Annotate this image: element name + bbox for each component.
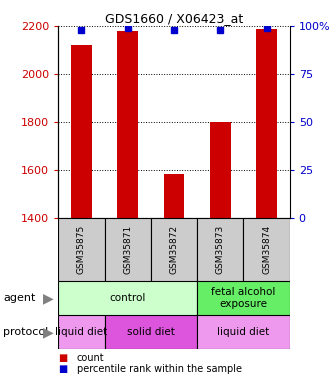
Bar bbox=[197, 315, 290, 349]
Bar bbox=[117, 31, 138, 217]
Text: control: control bbox=[110, 293, 146, 303]
Bar bbox=[243, 217, 290, 281]
Bar bbox=[58, 281, 197, 315]
Text: protocol: protocol bbox=[3, 327, 49, 337]
Bar bbox=[58, 315, 105, 349]
Bar bbox=[197, 217, 243, 281]
Text: GSM35874: GSM35874 bbox=[262, 225, 271, 274]
Text: percentile rank within the sample: percentile rank within the sample bbox=[77, 364, 241, 374]
Bar bbox=[151, 217, 197, 281]
Title: GDS1660 / X06423_at: GDS1660 / X06423_at bbox=[105, 12, 243, 25]
Text: ▶: ▶ bbox=[43, 291, 54, 305]
Text: ▶: ▶ bbox=[43, 325, 54, 339]
Bar bbox=[210, 122, 231, 218]
Text: ■: ■ bbox=[58, 364, 68, 374]
Text: GSM35875: GSM35875 bbox=[77, 225, 86, 274]
Bar bbox=[105, 217, 151, 281]
Bar bbox=[256, 28, 277, 218]
Text: ■: ■ bbox=[58, 353, 68, 363]
Bar bbox=[58, 217, 105, 281]
Bar bbox=[71, 45, 92, 218]
Text: liquid diet: liquid diet bbox=[55, 327, 108, 337]
Bar bbox=[197, 281, 290, 315]
Text: fetal alcohol
exposure: fetal alcohol exposure bbox=[211, 287, 276, 309]
Text: GSM35871: GSM35871 bbox=[123, 225, 132, 274]
Text: count: count bbox=[77, 353, 104, 363]
Text: liquid diet: liquid diet bbox=[217, 327, 269, 337]
Bar bbox=[164, 174, 184, 217]
Text: agent: agent bbox=[3, 293, 36, 303]
Text: solid diet: solid diet bbox=[127, 327, 175, 337]
Text: GSM35873: GSM35873 bbox=[216, 225, 225, 274]
Text: GSM35872: GSM35872 bbox=[169, 225, 178, 274]
Bar bbox=[105, 315, 197, 349]
